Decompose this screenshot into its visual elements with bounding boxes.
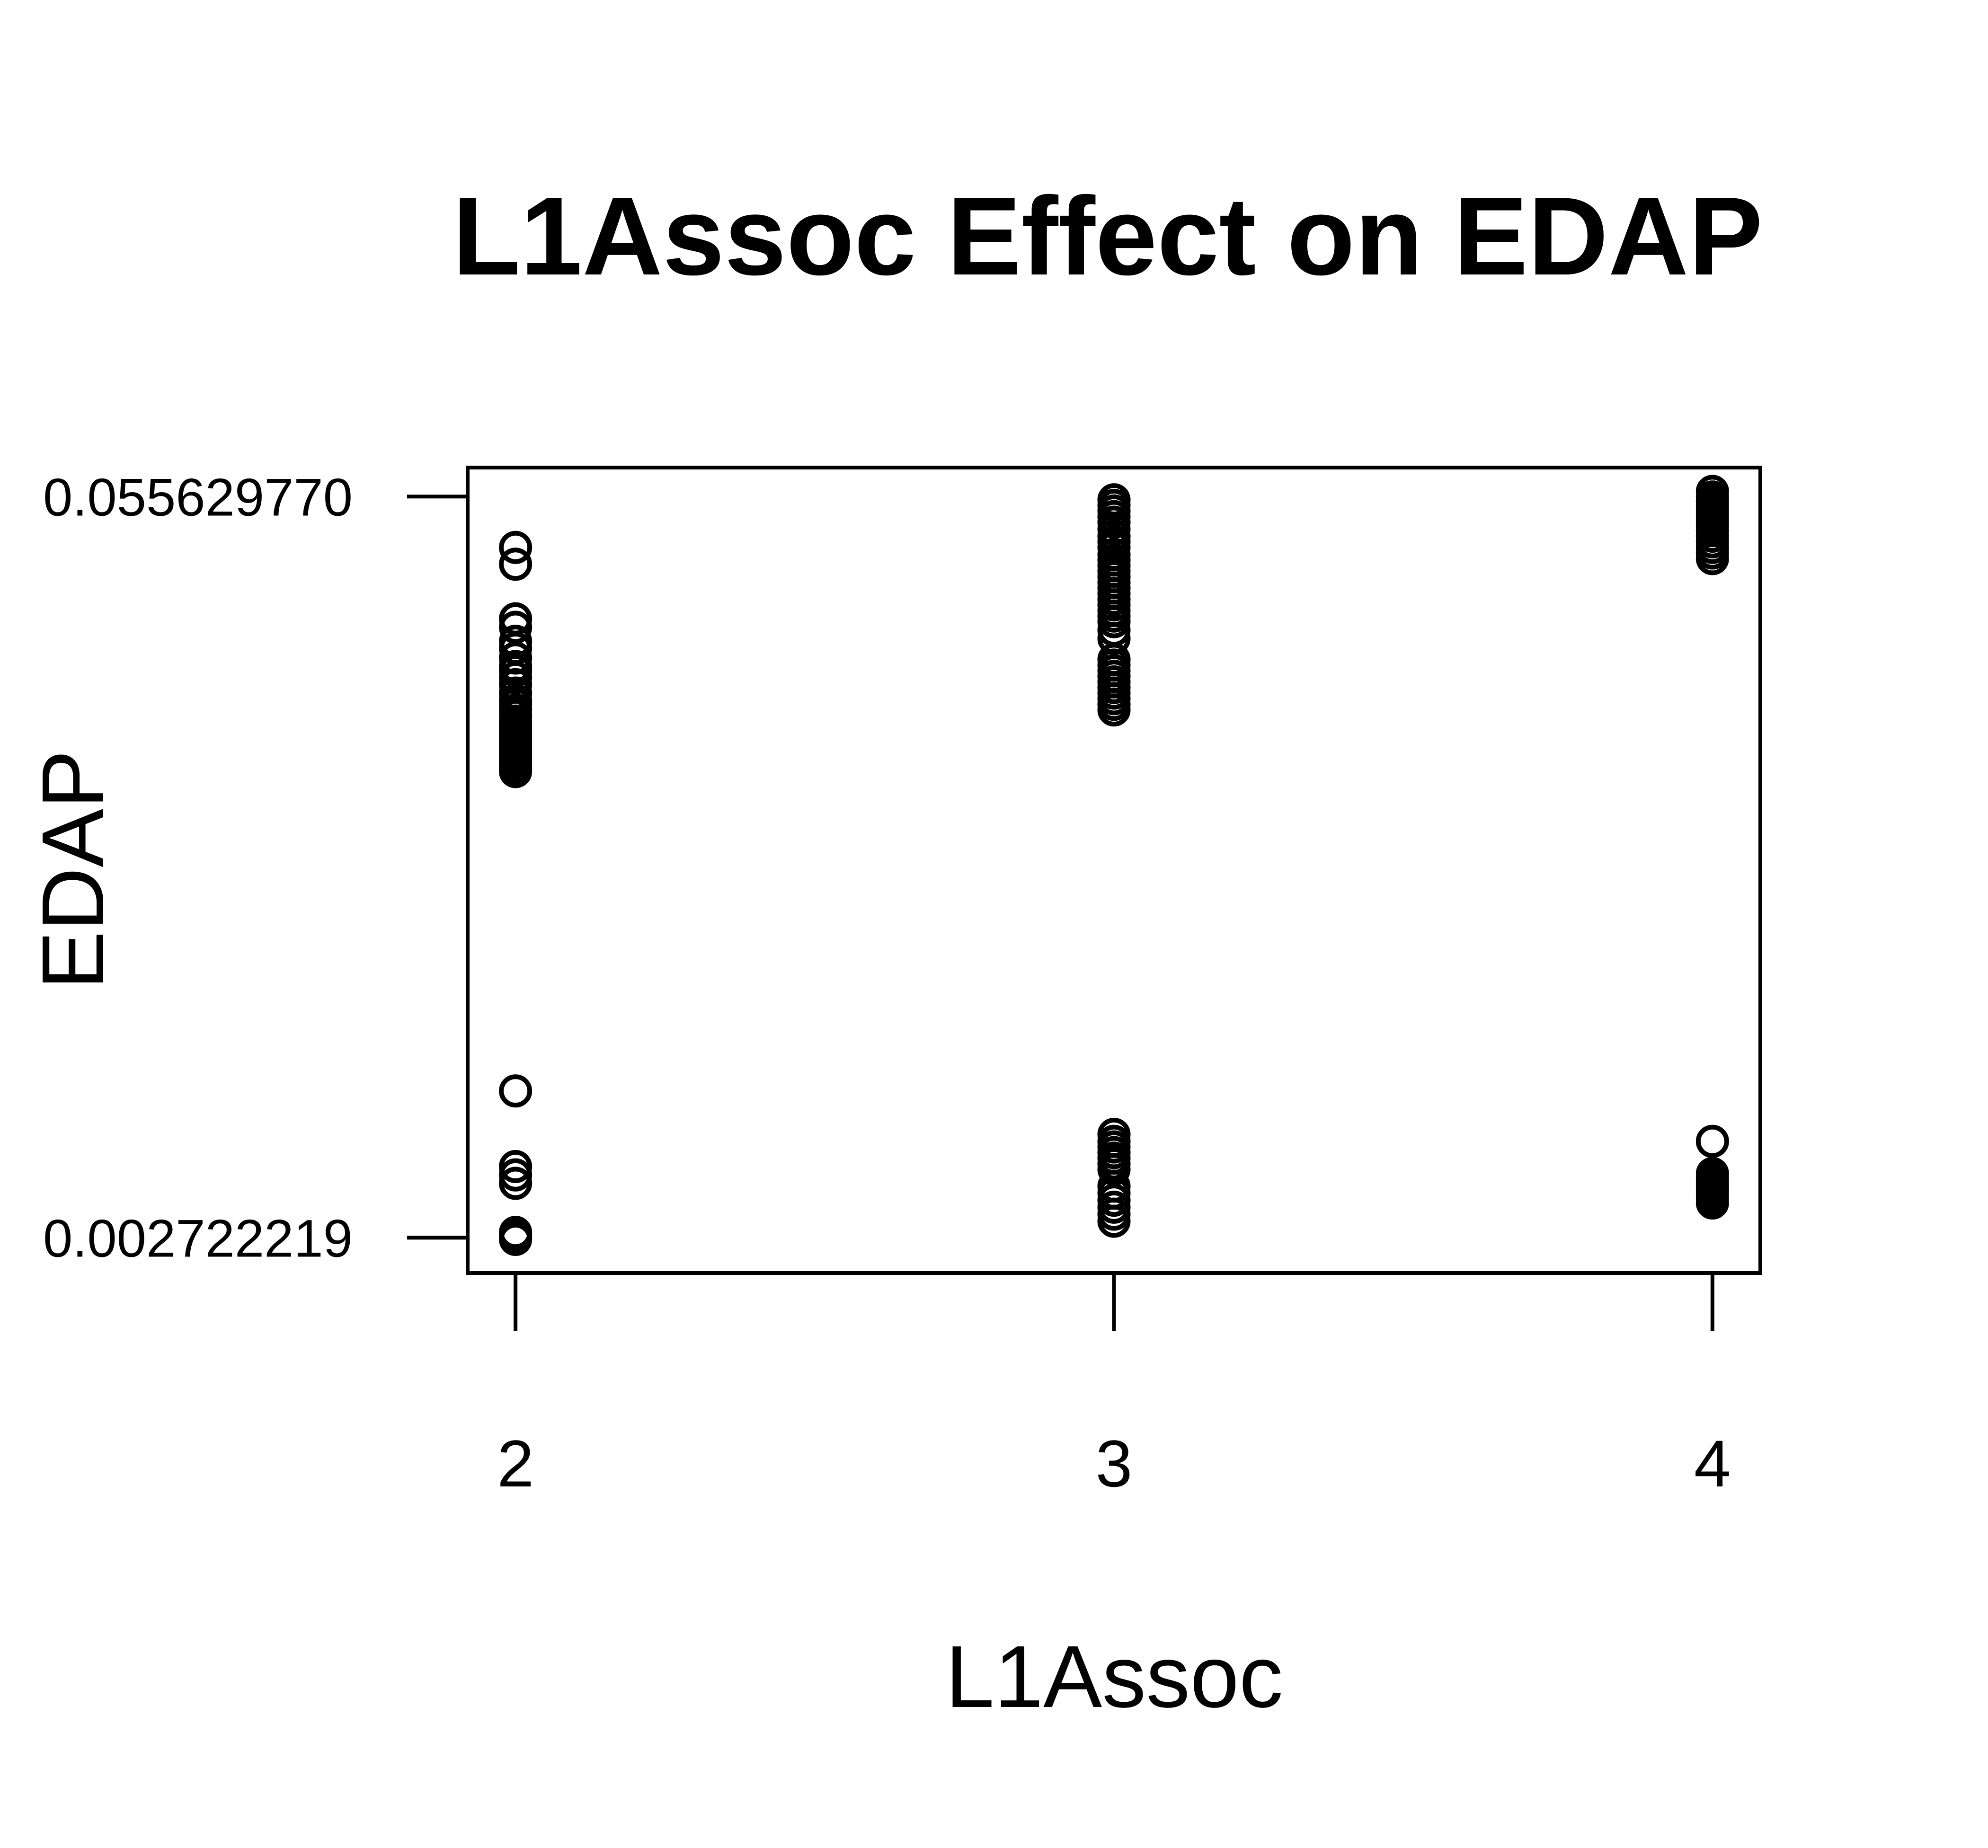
data-point [499,548,532,581]
x-tick-label: 2 [497,1426,534,1501]
y-axis: 0.002722219 0.055629770 [43,468,468,1268]
y-tick-label: 0.002722219 [43,1209,353,1268]
data-point [499,1222,532,1256]
data-point [1097,1204,1131,1238]
data-point [499,531,532,564]
data-point [1695,542,1729,575]
data-point [1695,1186,1729,1220]
data-point [1695,1124,1729,1158]
data-point [499,1074,532,1108]
data-point [499,755,532,788]
x-axis-label: L1Assoc [945,1628,1283,1726]
y-axis-label: EDAP [24,750,122,990]
chart-title: L1Assoc Effect on EDAP [453,174,1763,298]
x-axis: 2 3 4 [497,1273,1731,1501]
data-point [1097,1152,1131,1186]
data-point [1097,693,1131,727]
data-point [499,610,532,644]
data-point [499,1167,532,1200]
x-tick-label: 3 [1096,1426,1133,1501]
points-layer [499,475,1729,1256]
x-tick-label: 4 [1694,1426,1731,1501]
y-tick-label: 0.055629770 [43,468,353,527]
